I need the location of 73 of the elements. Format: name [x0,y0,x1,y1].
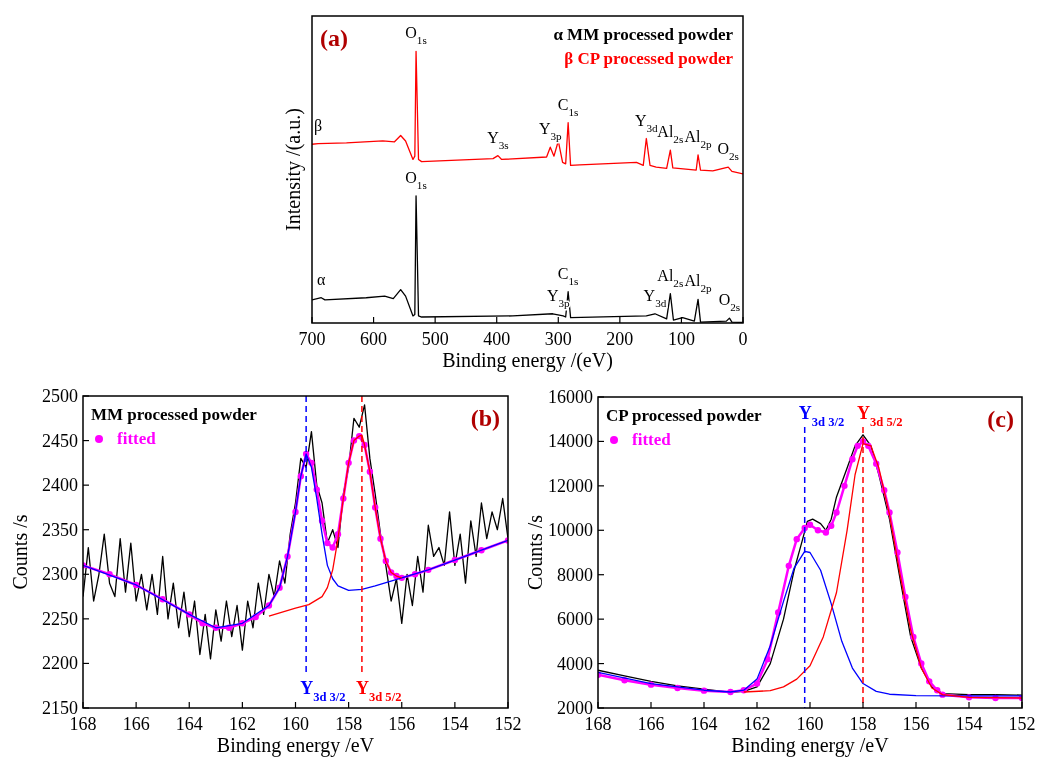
y-tick-label: 2400 [42,475,78,496]
x-tick-label: 164 [690,714,718,734]
x-tick-label: 156 [388,714,416,734]
y-tick-label: 4000 [557,653,593,674]
annotation: (c) [987,406,1014,432]
annotation: O$_{1s}$ [405,168,427,191]
x-tick-label: 100 [667,329,695,349]
annotation: O$_{1s}$ [405,24,427,47]
x-tick-label: 158 [335,714,363,734]
ref-line-label: Y$_{3d 3/2}$ [300,678,346,704]
x-tick-label: 164 [175,714,203,734]
ref-line-label: Y$_{3d 5/2}$ [355,678,402,704]
annotation: Y$_{3d}$ [634,111,659,134]
x-tick-label: 0 [738,329,748,349]
text: β CP processed powder [564,49,734,68]
x-tick-label: 162 [743,714,771,734]
legend-label: fitted [632,430,672,449]
x-tick-label: 156 [902,714,930,734]
y-tick-label: 2500 [42,386,78,406]
annotation: Al$_{2s}$ [657,123,684,146]
x-tick-label: 500 [421,329,449,349]
x-tick-label: 700 [298,329,326,349]
x-tick-label: 300 [544,329,572,349]
x-axis-title: Binding energy /eV [216,734,375,757]
ref-line-label: Y$_{3d 5/2}$ [857,403,903,429]
annotation: Y$_{3d}$ [643,286,667,309]
x-tick-label: 154 [441,714,469,734]
y-tick-label: 6000 [557,609,593,630]
annotation: Al$_{2p}$ [684,127,713,150]
x-tick-label: 400 [483,329,511,349]
text: α MM processed powder [553,25,734,44]
text: (a) [320,25,348,51]
x-tick-label: 152 [494,714,522,734]
y-axis-title: Counts /s [524,514,546,591]
x-tick-label: 160 [282,714,309,734]
y-axis-title: Intensity /(a.u.) [282,108,305,231]
y-tick-label: 16000 [548,387,593,407]
annotation: C$_{1s}$ [557,95,579,118]
y-tick-label: 2450 [42,430,78,451]
annotation: Al$_{2s}$ [657,266,684,289]
x-tick-label: 162 [228,714,256,734]
y-tick-label: 14000 [548,431,593,452]
legend-title: CP processed powder [606,406,762,425]
x-axis-title: Binding energy /(eV) [442,349,613,372]
x-tick-label: 160 [796,714,824,734]
x-tick-label: 152 [1008,714,1036,734]
annotation: Al$_{2p}$ [684,272,713,295]
annotation: O$_{2s}$ [718,291,741,314]
annotation: Y$_{3s}$ [487,128,509,151]
legend-title: MM processed powder [91,405,258,424]
annotation: β [314,116,323,135]
y-tick-label: 12000 [548,475,593,496]
x-tick-label: 166 [637,714,665,734]
x-tick-label: 154 [955,714,983,734]
y-tick-label: 2200 [42,653,78,674]
annotation: Y$_{3p}$ [538,120,563,143]
y-axis-title: Counts /s [9,514,31,590]
x-tick-label: 166 [122,714,150,734]
y-tick-label: 2350 [42,519,78,540]
legend-label: fitted [117,429,157,448]
x-tick-label: 158 [849,714,877,734]
ref-line-label: Y$_{3d 3/2}$ [798,403,845,429]
y-tick-label: 8000 [557,564,593,585]
annotation: C$_{1s}$ [557,264,579,287]
x-axis-title: Binding energy /eV [731,734,890,757]
annotation: O$_{2s}$ [717,140,739,163]
y-tick-label: 2300 [42,564,78,585]
x-tick-label: 600 [360,329,388,349]
annotation: (b) [470,405,500,431]
annotation: α [317,270,327,288]
y-tick-label: 10000 [548,520,593,541]
y-tick-label: 2250 [42,608,78,629]
x-tick-label: 200 [606,329,634,349]
